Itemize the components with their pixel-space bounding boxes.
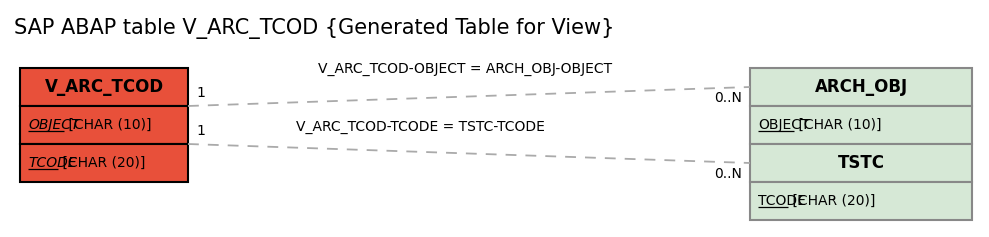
Text: V_ARC_TCOD-OBJECT = ARCH_OBJ-OBJECT: V_ARC_TCOD-OBJECT = ARCH_OBJ-OBJECT <box>317 62 612 76</box>
Text: 1: 1 <box>196 124 205 138</box>
FancyBboxPatch shape <box>750 68 972 106</box>
Text: [CHAR (10)]: [CHAR (10)] <box>794 118 881 132</box>
FancyBboxPatch shape <box>750 144 972 182</box>
FancyBboxPatch shape <box>750 106 972 144</box>
Text: 1: 1 <box>196 86 205 100</box>
Text: 0..N: 0..N <box>714 91 742 105</box>
Text: V_ARC_TCOD: V_ARC_TCOD <box>45 78 163 96</box>
Text: TSTC: TSTC <box>838 154 884 172</box>
Text: TCODE: TCODE <box>758 194 806 208</box>
Text: ARCH_OBJ: ARCH_OBJ <box>814 78 908 96</box>
Text: OBJECT: OBJECT <box>28 118 79 132</box>
Text: V_ARC_TCOD-TCODE = TSTC-TCODE: V_ARC_TCOD-TCODE = TSTC-TCODE <box>296 120 544 134</box>
Text: [CHAR (20)]: [CHAR (20)] <box>788 194 875 208</box>
FancyBboxPatch shape <box>750 182 972 220</box>
Text: OBJECT: OBJECT <box>758 118 810 132</box>
Text: [CHAR (20)]: [CHAR (20)] <box>58 156 145 170</box>
Text: TCODE: TCODE <box>28 156 76 170</box>
FancyBboxPatch shape <box>20 106 188 144</box>
Text: SAP ABAP table V_ARC_TCOD {Generated Table for View}: SAP ABAP table V_ARC_TCOD {Generated Tab… <box>14 18 614 38</box>
FancyBboxPatch shape <box>20 144 188 182</box>
Text: [CHAR (10)]: [CHAR (10)] <box>64 118 151 132</box>
Text: 0..N: 0..N <box>714 167 742 181</box>
FancyBboxPatch shape <box>20 68 188 106</box>
